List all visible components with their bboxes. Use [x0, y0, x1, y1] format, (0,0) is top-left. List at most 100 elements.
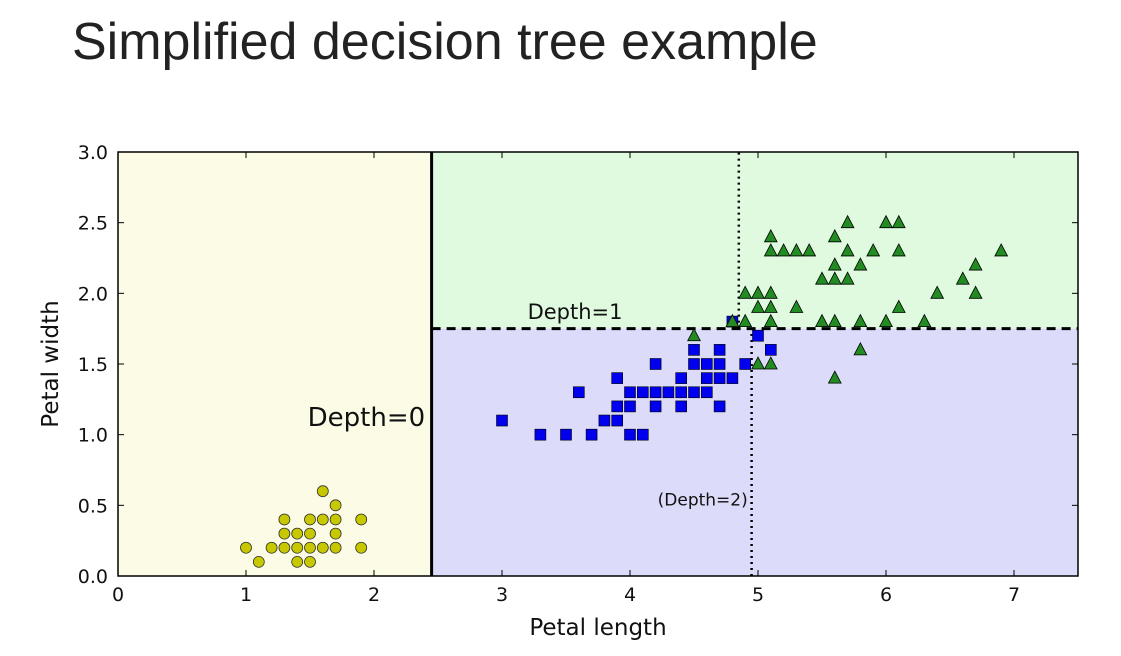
x-tick-label: 5: [752, 584, 764, 606]
point-square: [649, 358, 662, 370]
point-triangle: [827, 271, 842, 285]
point-square: [688, 358, 700, 370]
point-triangle: [687, 327, 701, 342]
point-triangle: [891, 299, 906, 313]
point-triangle: [725, 313, 740, 328]
point-triangle: [776, 243, 791, 257]
point-circle: [304, 541, 316, 554]
point-square: [726, 372, 739, 384]
point-triangle: [840, 271, 855, 285]
point-circle: [291, 541, 304, 554]
point-square: [649, 386, 662, 399]
decision-boundaries: [430, 152, 1078, 576]
region-0: [118, 152, 432, 576]
point-square: [624, 386, 636, 399]
y-tick-label: 1.5: [78, 354, 108, 376]
axis-ticks: 0 1 2 3 4 5 6 7 0.0 0.5 1.0 1.5 2.0 2.5 3.0: [78, 142, 1078, 606]
point-triangle: [789, 243, 804, 257]
point-circle: [329, 527, 342, 540]
region-1: [431, 152, 1079, 329]
point-circle: [304, 513, 316, 526]
point-triangle: [751, 285, 765, 299]
point-triangle: [738, 285, 753, 299]
point-square: [713, 344, 726, 356]
point-triangle: [853, 257, 868, 271]
x-tick-label: 6: [880, 584, 892, 606]
point-circle: [355, 541, 368, 554]
point-triangle: [763, 356, 778, 370]
point-circle: [291, 555, 304, 568]
slide-title: Simplified decision tree example: [72, 13, 818, 71]
point-square: [611, 372, 624, 384]
x-tick-label: 1: [240, 584, 252, 606]
point-triangle: [827, 228, 842, 243]
point-triangle: [853, 342, 868, 356]
point-triangle: [763, 285, 778, 299]
point-square: [713, 372, 726, 384]
y-axis-label: Petal width: [38, 300, 64, 427]
point-square: [675, 400, 688, 413]
point-triangle: [827, 370, 842, 384]
point-triangle: [917, 313, 932, 328]
point-square: [739, 358, 752, 370]
point-square: [636, 386, 649, 399]
point-square: [534, 428, 547, 441]
x-tick-label: 0: [112, 584, 124, 606]
data-points: [240, 214, 1009, 568]
point-triangle: [840, 243, 855, 257]
point-square: [752, 329, 764, 342]
point-triangle: [891, 214, 906, 229]
point-triangle: [968, 285, 983, 299]
point-triangle: [866, 243, 881, 257]
point-square: [649, 400, 662, 413]
point-triangle: [879, 214, 893, 229]
point-triangle: [994, 243, 1009, 257]
point-square: [662, 386, 675, 399]
point-circle: [240, 541, 252, 554]
point-circle: [265, 541, 278, 554]
point-square: [611, 400, 624, 413]
point-square: [585, 428, 598, 441]
point-circle: [278, 527, 291, 540]
point-triangle: [815, 271, 829, 285]
point-circle: [278, 513, 291, 526]
point-square: [598, 414, 611, 427]
y-tick-label: 2.0: [78, 283, 108, 305]
x-tick-label: 2: [368, 584, 380, 606]
point-circle: [316, 541, 329, 554]
point-triangle: [891, 243, 906, 257]
point-square: [624, 400, 636, 413]
annotation-2: (Depth=2): [658, 490, 748, 510]
x-tick-label: 3: [496, 584, 508, 606]
y-tick-label: 0.5: [78, 495, 108, 517]
point-square: [675, 372, 688, 384]
point-triangle: [738, 313, 753, 328]
y-tick-label: 0.0: [78, 566, 108, 588]
point-circle: [304, 527, 316, 540]
point-triangle: [968, 257, 983, 271]
annotation-0: Depth=0: [308, 403, 426, 433]
point-square: [700, 358, 713, 370]
point-circle: [329, 513, 342, 526]
point-square: [611, 414, 624, 427]
annotation-1: Depth=1: [528, 300, 623, 324]
point-circle: [329, 541, 342, 554]
point-square: [636, 428, 649, 441]
point-square: [572, 386, 585, 399]
point-triangle: [815, 313, 829, 328]
point-triangle: [827, 313, 842, 328]
point-triangle: [802, 243, 817, 257]
point-square: [560, 428, 572, 441]
point-triangle: [763, 228, 778, 243]
point-triangle: [789, 299, 804, 313]
point-triangle: [763, 313, 778, 328]
point-triangle: [853, 313, 868, 328]
decision-regions: [118, 152, 1079, 576]
point-square: [688, 344, 700, 356]
point-triangle: [763, 299, 778, 313]
x-tick-label: 4: [624, 584, 636, 606]
point-circle: [329, 499, 342, 512]
point-square: [688, 386, 700, 399]
point-circle: [291, 527, 304, 540]
